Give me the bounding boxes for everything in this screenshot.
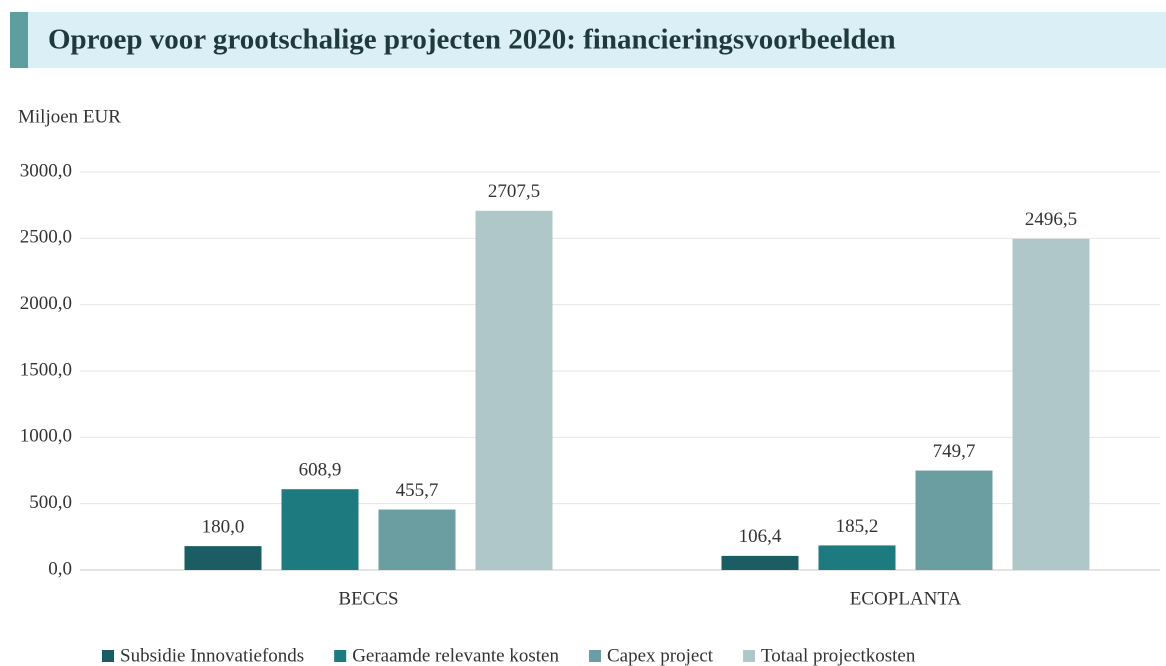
legend-label: Capex project xyxy=(607,645,714,666)
bar xyxy=(184,546,262,570)
bar xyxy=(475,210,553,570)
bar xyxy=(721,555,799,570)
y-tick-label: 500,0 xyxy=(29,492,72,513)
x-tick-label: ECOPLANTA xyxy=(850,588,962,609)
bar xyxy=(818,545,896,570)
data-label: 2707,5 xyxy=(488,181,540,202)
y-tick-label: 2000,0 xyxy=(20,293,72,314)
legend-swatch xyxy=(743,650,756,662)
y-tick-label: 3000,0 xyxy=(20,160,72,181)
y-axis-label: Miljoen EUR xyxy=(18,106,121,127)
y-tick-label: 2500,0 xyxy=(20,227,72,248)
bar xyxy=(915,470,993,570)
legend-label: Subsidie Innovatiefonds xyxy=(120,645,304,666)
bar xyxy=(378,509,456,570)
title-banner xyxy=(10,12,1166,68)
data-label: 2496,5 xyxy=(1025,209,1077,230)
legend-swatch xyxy=(588,650,601,662)
y-tick-label: 1000,0 xyxy=(20,426,72,447)
data-label: 180,0 xyxy=(202,516,245,537)
chart-title: Oproep voor grootschalige projecten 2020… xyxy=(48,24,896,56)
legend-swatch xyxy=(334,650,347,662)
data-label: 106,4 xyxy=(739,526,782,547)
x-tick-label: BECCS xyxy=(338,588,398,609)
legend-swatch xyxy=(102,650,114,662)
data-label: 608,9 xyxy=(299,460,342,481)
y-tick-label: 1500,0 xyxy=(20,359,72,380)
bar xyxy=(281,489,359,570)
data-label: 749,7 xyxy=(933,441,976,462)
bar xyxy=(1012,238,1090,570)
title-accent xyxy=(10,12,28,68)
legend-label: Geraamde relevante kosten xyxy=(352,645,559,666)
data-label: 455,7 xyxy=(396,480,439,501)
y-tick-label: 0,0 xyxy=(48,558,72,579)
legend-label: Totaal projectkosten xyxy=(761,645,916,666)
data-label: 185,2 xyxy=(836,516,879,537)
